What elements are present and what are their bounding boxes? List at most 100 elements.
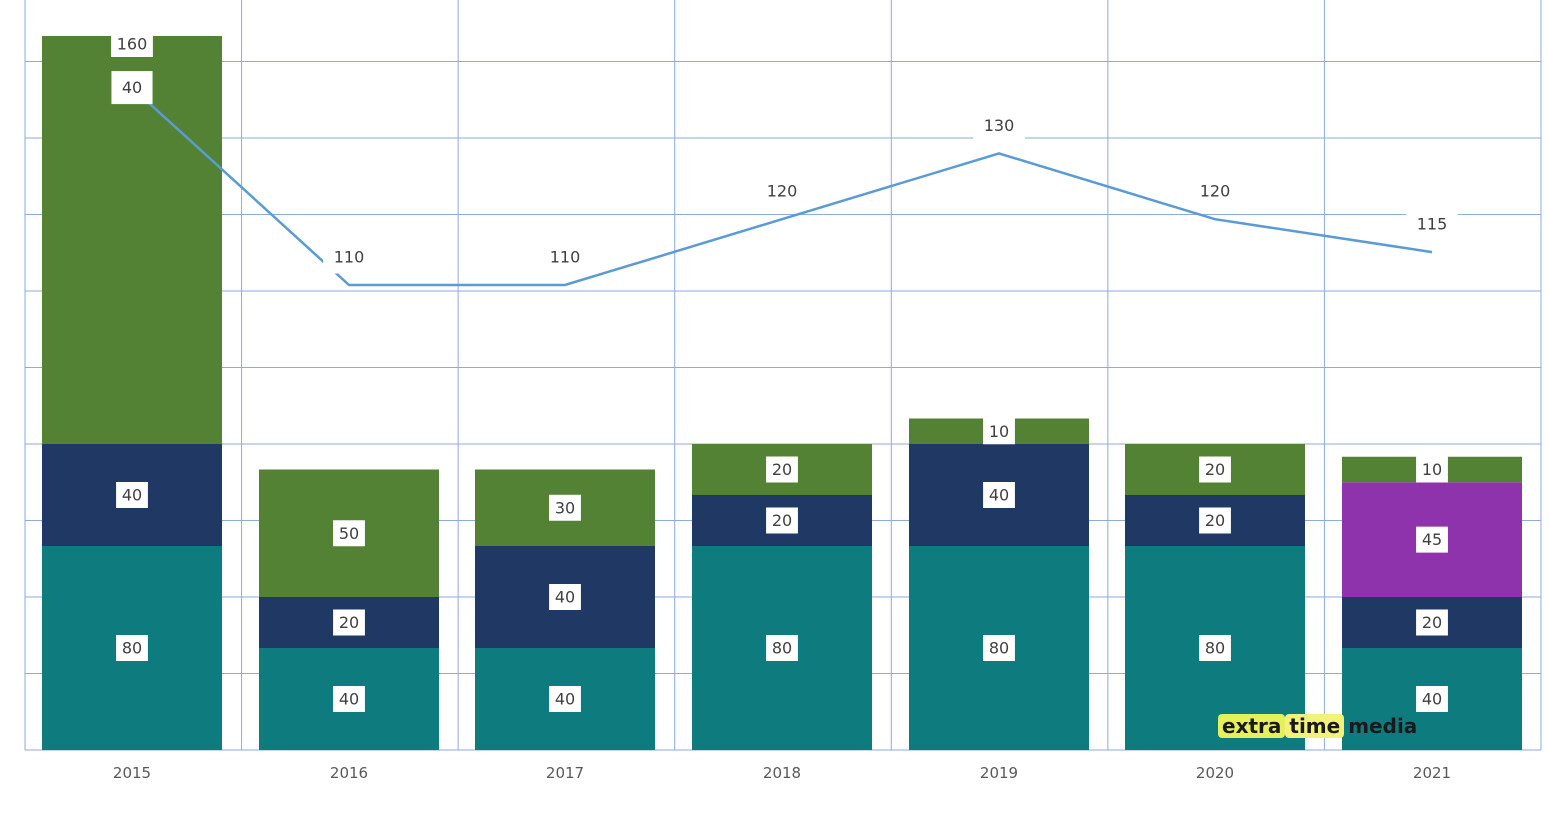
- bar-value-label-box: [766, 456, 798, 483]
- x-tick-label: 2020: [1196, 764, 1234, 782]
- line-value-label: 115: [1406, 207, 1458, 241]
- line-value-label-text: 115: [1417, 215, 1448, 234]
- bar-value-label: 20: [333, 609, 365, 636]
- bar-value-label-box: [1416, 686, 1448, 712]
- line-value-label-box: [756, 174, 808, 208]
- bar-value-label-text: 40: [122, 486, 142, 505]
- bar-value-label: 80: [766, 635, 798, 661]
- bar-value-label-box: [1416, 526, 1448, 553]
- bar-value-label-text: 80: [989, 639, 1009, 658]
- bar-value-label-text: 45: [1422, 530, 1442, 549]
- bar-value-label: 160: [111, 31, 153, 57]
- x-tick-label: 2018: [763, 764, 801, 782]
- total-line-path: [131, 86, 1433, 287]
- line-value-label-text: 40: [122, 78, 142, 97]
- bar-value-label: 20: [1416, 609, 1448, 636]
- bar-value-label-box: [333, 609, 365, 636]
- bar-value-label-text: 40: [555, 588, 575, 607]
- x-tick-label: 2017: [546, 764, 584, 782]
- bar-value-label-box: [983, 482, 1015, 508]
- watermark-word: time: [1285, 714, 1345, 738]
- bar-value-label: 80: [116, 635, 148, 661]
- line-value-label: 110: [539, 240, 591, 274]
- x-tick-label: 2015: [113, 764, 151, 782]
- bar-value-label: 80: [1199, 635, 1231, 661]
- bar-value-label: 20: [766, 507, 798, 534]
- bar-value-label-text: 20: [772, 511, 792, 530]
- bar-value-label: 40: [549, 686, 581, 712]
- bar-value-label-box: [333, 686, 365, 712]
- bar-value-label: 50: [333, 520, 365, 547]
- bar-value-label: 40: [1416, 686, 1448, 712]
- bar-value-label: 10: [983, 418, 1015, 445]
- line-value-label-text: 110: [550, 248, 581, 267]
- line-value-label: 130: [973, 108, 1025, 142]
- line-value-label-box: [323, 240, 375, 274]
- data-labels: 80 40 160 40 20 50 40 40 30 80 20 20 80 40 10 80 20 20 40 2…: [111, 31, 1458, 712]
- line-value-label: 120: [1189, 174, 1241, 208]
- bar-value-label-box: [116, 482, 148, 508]
- line-value-label-text: 110: [334, 248, 365, 267]
- bar-value-label-text: 20: [1422, 613, 1442, 632]
- bar-value-label-text: 40: [555, 690, 575, 709]
- bar-value-label-box: [1199, 456, 1231, 483]
- x-tick-label: 2021: [1413, 764, 1451, 782]
- bar-value-label: 40: [116, 482, 148, 508]
- line-value-label-box: [1189, 174, 1241, 208]
- bar-value-label-text: 50: [339, 524, 359, 543]
- bar-value-label: 10: [1416, 456, 1448, 483]
- x-tick-label: 2019: [980, 764, 1018, 782]
- bar-value-label: 30: [549, 494, 581, 521]
- bar-value-label-text: 20: [772, 460, 792, 479]
- bar-value-label-box: [1416, 456, 1448, 483]
- line-value-label-box: [111, 71, 153, 105]
- bar-value-label-text: 80: [122, 639, 142, 658]
- bar-value-label-box: [1199, 507, 1231, 534]
- total-line: [131, 86, 1433, 287]
- bar-value-label: 20: [1199, 507, 1231, 534]
- line-value-label-text: 120: [767, 182, 798, 201]
- bar-value-label-text: 20: [339, 613, 359, 632]
- bar-value-label-text: 10: [1422, 460, 1442, 479]
- bar-value-label-box: [549, 686, 581, 712]
- bar-value-label-box: [1416, 609, 1448, 636]
- bar-value-label-box: [983, 418, 1015, 445]
- line-value-label: 120: [756, 174, 808, 208]
- x-tick-label: 2016: [330, 764, 368, 782]
- bar-value-label-text: 30: [555, 498, 575, 517]
- watermark-word: media: [1348, 714, 1418, 738]
- bar-value-label: 40: [333, 686, 365, 712]
- bar-value-label: 20: [766, 456, 798, 483]
- bar-value-label-text: 20: [1205, 460, 1225, 479]
- bar-value-label-box: [766, 635, 798, 661]
- bar-value-label: 40: [983, 482, 1015, 508]
- bar-value-label-text: 40: [1422, 690, 1442, 709]
- bar-value-label: 20: [1199, 456, 1231, 483]
- bar-value-label-text: 20: [1205, 511, 1225, 530]
- bar-value-label-text: 40: [989, 486, 1009, 505]
- bar-value-label-box: [549, 584, 581, 610]
- bar-value-label-box: [116, 635, 148, 661]
- bar-value-label: 45: [1416, 526, 1448, 553]
- line-value-label-box: [1406, 207, 1458, 241]
- bar-value-label-text: 80: [772, 639, 792, 658]
- bar-value-label-text: 160: [117, 35, 148, 54]
- bar-value-label: 80: [983, 635, 1015, 661]
- bar-value-label-box: [1199, 635, 1231, 661]
- line-value-label-box: [539, 240, 591, 274]
- line-value-label: 40: [111, 71, 153, 105]
- bar-value-label-box: [766, 507, 798, 534]
- bar-value-label-text: 10: [989, 422, 1009, 441]
- bar-value-label: 40: [549, 584, 581, 610]
- bar-value-label-box: [111, 31, 153, 57]
- line-value-label-text: 130: [984, 116, 1015, 135]
- line-value-label: 110: [323, 240, 375, 274]
- line-value-label-text: 120: [1200, 182, 1231, 201]
- bar-value-label-text: 40: [339, 690, 359, 709]
- watermark-logo: extra time media: [1218, 710, 1421, 742]
- bar-value-label-box: [549, 494, 581, 521]
- watermark-word: extra: [1218, 714, 1286, 738]
- bar-value-label-text: 80: [1205, 639, 1225, 658]
- line-value-label-box: [973, 108, 1025, 142]
